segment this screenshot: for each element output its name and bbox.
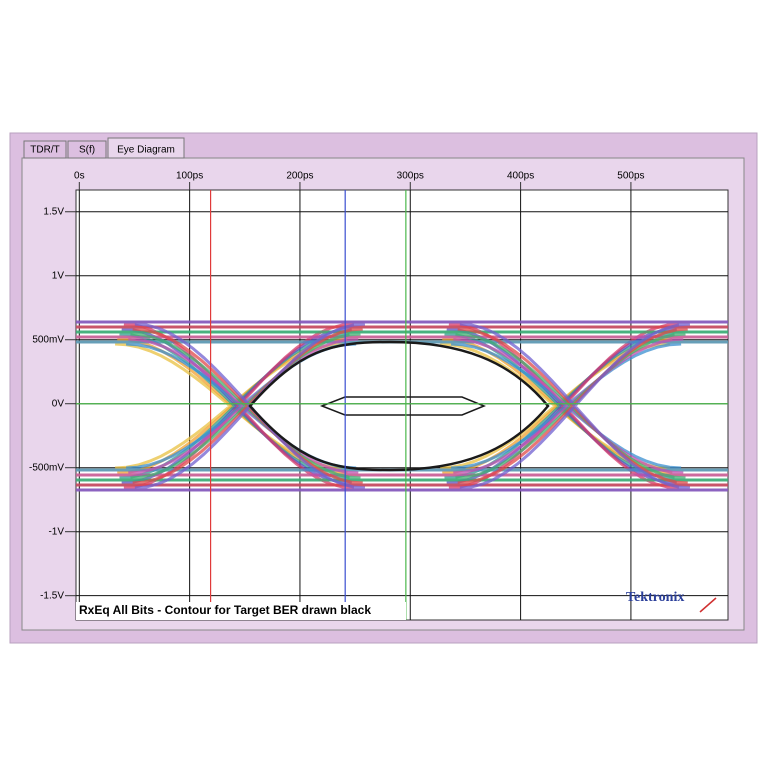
cursors (76, 190, 728, 620)
caption: RxEq All Bits - Contour for Target BER d… (79, 603, 371, 617)
y-tick-label: 0V (52, 398, 65, 409)
brand-logo: Tektronix (626, 590, 684, 605)
plot-area (75, 189, 729, 621)
y-tick-label: 1V (52, 270, 65, 281)
grid (76, 190, 728, 620)
logo-swoosh (699, 597, 717, 613)
tab[interactable] (107, 137, 185, 159)
x-tick-label: 400ps (507, 171, 534, 182)
y-tick-label: -1V (48, 526, 64, 537)
y-tick-label: -1.5V (40, 590, 64, 601)
tab-bar: TDR/T S(f) Eye Diagram (23, 137, 185, 159)
tab[interactable] (23, 140, 67, 159)
axes: 0s 100ps 200ps 300ps 400ps 500ps 1.5V 1V 500mV 0V… (29, 171, 645, 602)
caption-bg (76, 602, 406, 620)
x-tick-label: 500ps (617, 171, 644, 182)
x-tick-label: 100ps (176, 171, 203, 182)
y-tick-label: 1.5V (43, 206, 64, 217)
eye-trace (76, 330, 728, 482)
tab[interactable] (67, 140, 107, 159)
y-tick-label: 500mV (32, 334, 64, 345)
tab-label[interactable]: Eye Diagram (117, 145, 175, 156)
tab-label[interactable]: S(f) (79, 145, 95, 156)
eye-trace (76, 325, 728, 487)
x-tick-label: 0s (74, 171, 85, 182)
x-tick-label: 200ps (286, 171, 313, 182)
eye-trace (76, 335, 728, 477)
x-tick-label: 300ps (397, 171, 424, 182)
tab-label[interactable]: TDR/T (30, 145, 59, 156)
y-tick-label: -500mV (29, 462, 64, 473)
